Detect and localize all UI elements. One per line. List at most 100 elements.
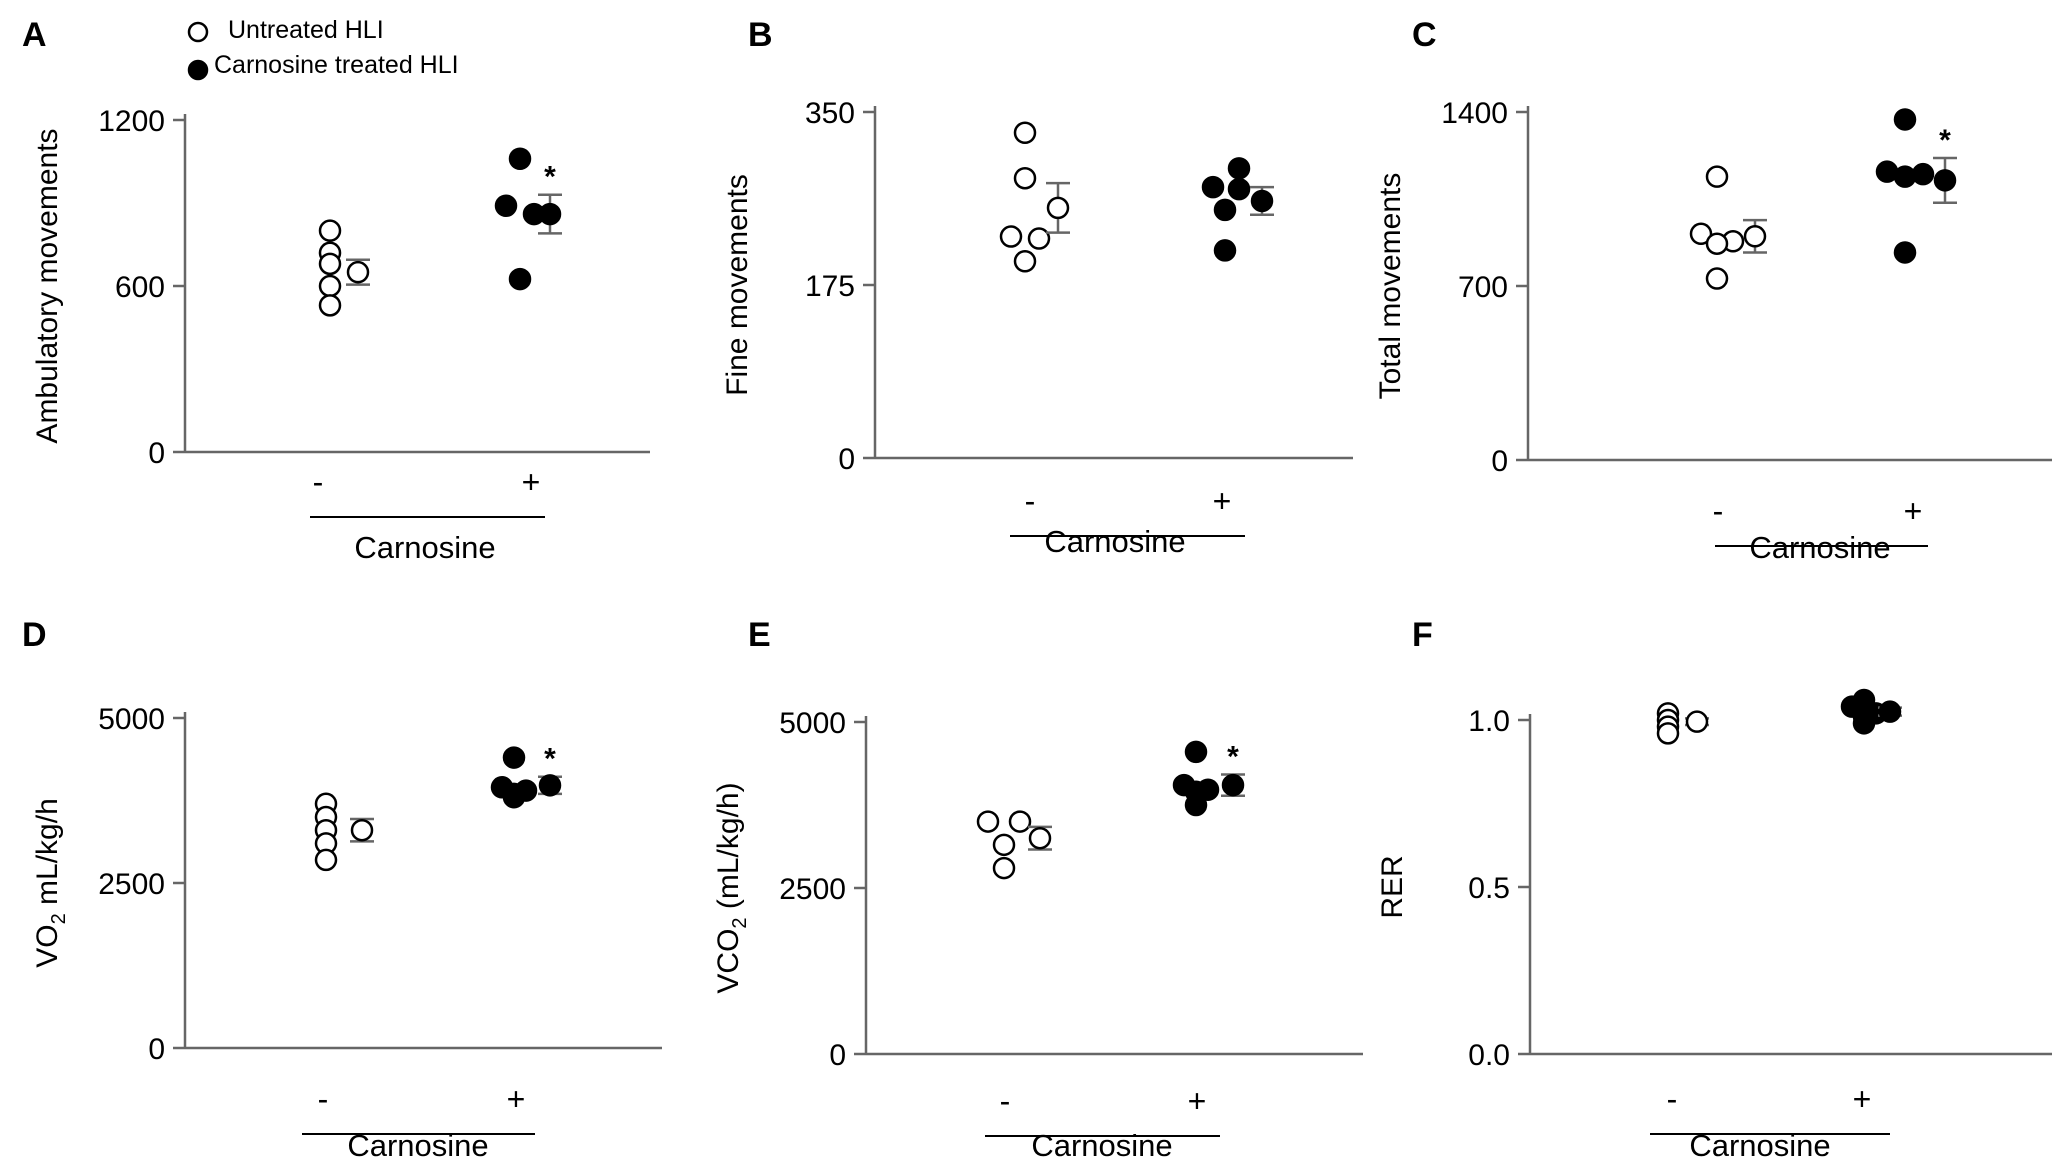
treated-mean-marker bbox=[538, 202, 562, 226]
panel-f: F 0.0 0.5 1.0 RER - + Carnosine bbox=[1376, 616, 2052, 1163]
group-label-minus: - bbox=[1000, 1083, 1011, 1119]
y-tick-label: 1.0 bbox=[1468, 705, 1510, 738]
panel-a: A 0 600 1200 Ambulatory movements - + Carnosine… bbox=[22, 16, 650, 565]
y-tick-label: 5000 bbox=[98, 703, 165, 736]
panel-letter-a: A bbox=[22, 16, 47, 54]
y-tick-label: 600 bbox=[115, 271, 165, 304]
untreated-mean-marker bbox=[1028, 826, 1052, 850]
treated-data-point bbox=[502, 785, 526, 809]
treated-data-point bbox=[1201, 175, 1225, 199]
untreated-data-point bbox=[318, 274, 342, 298]
untreated-data-point bbox=[318, 252, 342, 276]
untreated-mean-marker bbox=[346, 260, 370, 284]
untreated-data-point bbox=[992, 856, 1016, 880]
treated-mean-marker bbox=[1933, 169, 1957, 192]
untreated-data-point bbox=[318, 294, 342, 317]
x-axis-title: Carnosine bbox=[347, 1128, 488, 1163]
untreated-data-point bbox=[1027, 227, 1051, 250]
legend-carnosine-label: Carnosine treated HLI bbox=[214, 51, 459, 79]
panel-b: B 0 175 350 Fine movements - + Carnosine bbox=[721, 16, 1353, 559]
treated-data-point bbox=[1852, 712, 1876, 735]
y-tick-label: 2500 bbox=[779, 873, 846, 906]
significance-star: * bbox=[1939, 124, 1951, 157]
treated-data-point bbox=[508, 147, 532, 170]
untreated-mean-marker bbox=[1046, 196, 1070, 220]
y-tick-label: 0 bbox=[829, 1039, 846, 1072]
untreated-data-point bbox=[1656, 722, 1680, 745]
treated-data-point bbox=[502, 746, 526, 769]
y-tick-label: 0 bbox=[1491, 445, 1508, 478]
panel-e: E 0 2500 5000 VCO2 (mL/kg/h) - + Carnosine * bbox=[712, 616, 1363, 1163]
treated-data-point bbox=[1911, 162, 1935, 186]
legend-open-marker bbox=[187, 21, 209, 43]
untreated-data-point bbox=[1013, 121, 1037, 145]
panel-d: D 0 2500 5000 VO2 mL/kg/h - + Carnosine * bbox=[22, 616, 662, 1163]
treated-mean-marker bbox=[1250, 189, 1274, 213]
untreated-data-point bbox=[992, 833, 1016, 857]
untreated-data-point bbox=[1008, 810, 1032, 833]
untreated-mean-marker bbox=[350, 818, 374, 842]
significance-star: * bbox=[1227, 740, 1239, 773]
treated-mean-marker bbox=[1221, 773, 1245, 797]
group-label-plus: + bbox=[1188, 1083, 1207, 1119]
untreated-data-point bbox=[1013, 250, 1037, 273]
y-axis-title: Fine movements bbox=[721, 174, 754, 396]
panel-c: C 0 700 1400 Total movements - + Carnosine * bbox=[1374, 16, 2052, 565]
group-label-minus: - bbox=[318, 1081, 329, 1117]
panel-letter-c: C bbox=[1412, 16, 1437, 54]
legend: Untreated HLI Carnosine treated HLI bbox=[187, 16, 459, 81]
significance-star: * bbox=[544, 161, 556, 194]
treated-data-point bbox=[1893, 108, 1917, 131]
y-axis-title: RER bbox=[1376, 855, 1409, 918]
y-tick-label: 0 bbox=[148, 1033, 165, 1066]
y-tick-label: 5000 bbox=[779, 707, 846, 740]
untreated-data-point bbox=[976, 810, 1000, 833]
group-label-minus: - bbox=[1713, 493, 1724, 529]
treated-data-point bbox=[494, 194, 518, 218]
group-label-plus: + bbox=[507, 1081, 526, 1117]
y-tick-label: 0.5 bbox=[1468, 872, 1510, 905]
y-tick-label: 175 bbox=[805, 270, 855, 303]
group-label-minus: - bbox=[313, 464, 324, 500]
untreated-data-point bbox=[1689, 222, 1713, 246]
panel-letter-b: B bbox=[748, 16, 773, 54]
y-axis-title: VO2 mL/kg/h bbox=[31, 798, 70, 968]
group-label-plus: + bbox=[1213, 483, 1232, 519]
group-label-minus: - bbox=[1025, 483, 1036, 519]
y-tick-label: 0.0 bbox=[1468, 1039, 1510, 1072]
untreated-mean-marker bbox=[1743, 225, 1767, 248]
y-tick-label: 0 bbox=[838, 443, 855, 476]
legend-filled-marker bbox=[187, 59, 209, 81]
x-axis-title: Carnosine bbox=[1689, 1128, 1830, 1163]
treated-data-point bbox=[508, 267, 532, 291]
treated-data-point bbox=[1227, 157, 1251, 180]
y-axis-title: Ambulatory movements bbox=[31, 128, 64, 443]
treated-data-point bbox=[1184, 793, 1208, 817]
y-axis-title: VCO2 (mL/kg/h) bbox=[712, 782, 751, 993]
panel-letter-f: F bbox=[1412, 616, 1433, 654]
treated-data-point bbox=[1227, 177, 1251, 201]
legend-untreated-label: Untreated HLI bbox=[228, 16, 384, 44]
y-tick-label: 1400 bbox=[1441, 97, 1508, 130]
y-tick-label: 1200 bbox=[98, 105, 165, 138]
treated-data-point bbox=[1213, 198, 1237, 222]
group-label-plus: + bbox=[1904, 493, 1923, 529]
x-axis-title: Carnosine bbox=[354, 530, 495, 565]
x-axis-title: Carnosine bbox=[1031, 1128, 1172, 1163]
treated-data-point bbox=[1893, 241, 1917, 264]
treated-data-point bbox=[1213, 239, 1237, 262]
untreated-data-point bbox=[1013, 166, 1037, 190]
group-label-minus: - bbox=[1667, 1081, 1678, 1117]
significance-star: * bbox=[544, 743, 556, 776]
untreated-data-point bbox=[1705, 165, 1729, 188]
treated-data-point bbox=[1893, 165, 1917, 188]
y-tick-label: 350 bbox=[805, 97, 855, 130]
group-label-plus: + bbox=[1853, 1081, 1872, 1117]
treated-data-point bbox=[1184, 740, 1208, 764]
panel-letter-e: E bbox=[748, 616, 771, 654]
panel-letter-d: D bbox=[22, 616, 47, 654]
untreated-data-point bbox=[318, 219, 342, 242]
x-axis-title: Carnosine bbox=[1044, 524, 1185, 559]
untreated-data-point bbox=[1705, 267, 1729, 290]
